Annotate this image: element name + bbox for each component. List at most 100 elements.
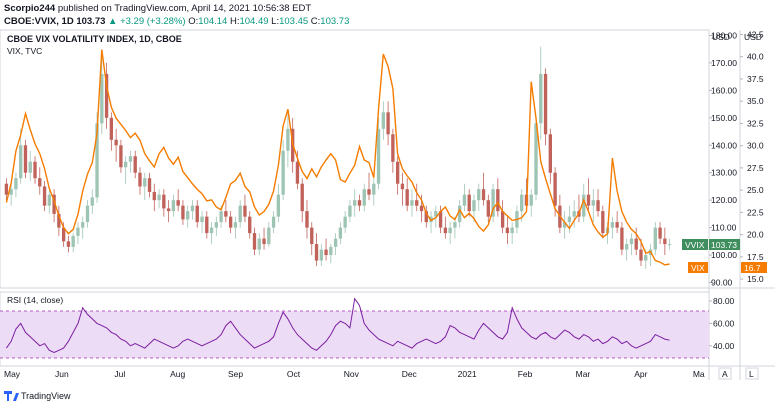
vvix-candle: [4, 178, 9, 201]
vvix-candle: [114, 128, 118, 162]
vvix-candle: [486, 194, 490, 223]
month-tick-label: Mar: [576, 369, 591, 379]
publish-info: Scorpio244 published on TradingView.com,…: [4, 3, 311, 14]
month-tick-label: Oct: [287, 369, 301, 379]
low-value: 103.45: [279, 16, 309, 27]
candle-body: [620, 227, 624, 250]
vvix-tick-label: 180.00: [711, 30, 737, 40]
candle-body: [491, 189, 495, 217]
candle-body: [367, 189, 371, 195]
candle-body: [267, 227, 271, 245]
candle-body: [510, 227, 514, 234]
vvix-tag-label: VVIX: [685, 240, 705, 250]
candle-body: [286, 128, 290, 151]
vvix-candle: [52, 189, 56, 223]
low-label: L:: [271, 16, 280, 27]
vvix-candle: [119, 139, 123, 173]
vvix-candle: [66, 235, 71, 253]
rsi-label: RSI (14, close): [7, 295, 63, 305]
candle-body: [224, 211, 228, 217]
vvix-candle: [582, 183, 586, 223]
candle-body: [23, 145, 28, 173]
candle-body: [71, 235, 75, 247]
symbol-name[interactable]: CBOE:VVIX, 1D: [4, 16, 74, 27]
candle-body: [362, 189, 366, 206]
time-axis[interactable]: May Jun Jul Aug Sep Oct Nov Dec 2021 Feb Mar Apr Ma: [4, 369, 705, 379]
vvix-candle: [596, 189, 600, 217]
vvix-candle: [209, 222, 214, 245]
candle-body: [33, 161, 37, 179]
candle-body: [310, 227, 314, 245]
rsi-axis[interactable]: 80.00 60.00 40.00: [709, 296, 735, 351]
log-scale-button[interactable]: L: [745, 367, 759, 380]
candle-body: [586, 194, 591, 206]
candle-body: [601, 211, 605, 234]
candle-body: [171, 200, 176, 212]
vvix-candle: [481, 172, 486, 206]
vix-tick-label: 27.5: [747, 163, 764, 173]
vvix-axis[interactable]: 180.00 170.00 160.00 150.00 140.00 130.00 120.…: [709, 30, 737, 288]
pane-subtitle: VIX, TVC: [7, 46, 42, 56]
vix-tick-label: 35.0: [747, 96, 764, 106]
vvix-candle: [305, 200, 309, 239]
vvix-candle: [310, 222, 314, 256]
candle-body: [4, 183, 9, 195]
candle-body: [658, 227, 662, 239]
tradingview-logo[interactable]: TradingView: [4, 391, 71, 401]
vvix-candle: [510, 222, 514, 245]
candle-body: [119, 145, 123, 168]
candle-body: [162, 194, 166, 209]
vvix-candle: [162, 189, 166, 217]
vix-tick-label: 20.0: [747, 230, 764, 240]
month-tick-label: Aug: [170, 369, 185, 379]
vvix-candle: [319, 244, 323, 267]
candle-body: [395, 161, 400, 184]
auto-button-label: A: [722, 369, 728, 379]
vix-axis[interactable]: 42.5 40.0 37.5 35.0 32.5 30.0 27.5 25.0 22.5 20.0…: [740, 29, 764, 284]
rsi-tick-label: 80.00: [713, 296, 735, 306]
candle-body: [415, 200, 419, 206]
price-pane[interactable]: [0, 29, 710, 289]
high-label: H:: [229, 16, 240, 27]
vix-tick-label: 17.5: [747, 252, 764, 262]
vix-tag-value: 16.7: [744, 263, 761, 273]
vvix-tick-label: 140.00: [711, 140, 737, 150]
candle-body: [610, 222, 615, 228]
vvix-tick-label: 110.00: [711, 223, 737, 233]
vvix-candle: [625, 238, 629, 261]
candle-body: [314, 244, 319, 261]
vvix-candle: [372, 178, 376, 206]
rsi-band: [0, 311, 709, 358]
candle-body: [276, 194, 281, 217]
vvix-tick-label: 100.00: [711, 250, 737, 260]
candle-body: [61, 227, 66, 242]
candle-body: [104, 73, 109, 118]
candle-body: [166, 208, 171, 212]
candle-body: [281, 150, 285, 195]
candle-body: [500, 211, 505, 228]
vvix-candle: [543, 68, 548, 146]
candle-body: [481, 189, 486, 201]
vvix-candle: [23, 139, 28, 179]
candle-body: [85, 205, 90, 223]
candle-body: [19, 145, 23, 179]
auto-scale-button[interactable]: A: [718, 367, 732, 380]
vvix-candle: [343, 211, 347, 234]
vvix-candle: [529, 189, 533, 217]
vix-tick-label: 40.0: [747, 52, 764, 62]
candle-body: [520, 194, 524, 212]
candle-body: [376, 128, 381, 184]
candle-body: [9, 189, 13, 195]
vvix-candle: [534, 117, 538, 201]
month-tick-label: Feb: [518, 369, 533, 379]
candle-body: [95, 123, 99, 198]
candle-body: [653, 227, 657, 250]
vvix-candle: [28, 150, 32, 181]
author-name[interactable]: Scorpio244: [4, 3, 56, 14]
candle-body: [300, 183, 304, 212]
vvix-candle: [224, 200, 228, 223]
month-tick-label: Dec: [402, 369, 418, 379]
vvix-candle: [367, 172, 371, 201]
candle-body: [186, 211, 190, 220]
